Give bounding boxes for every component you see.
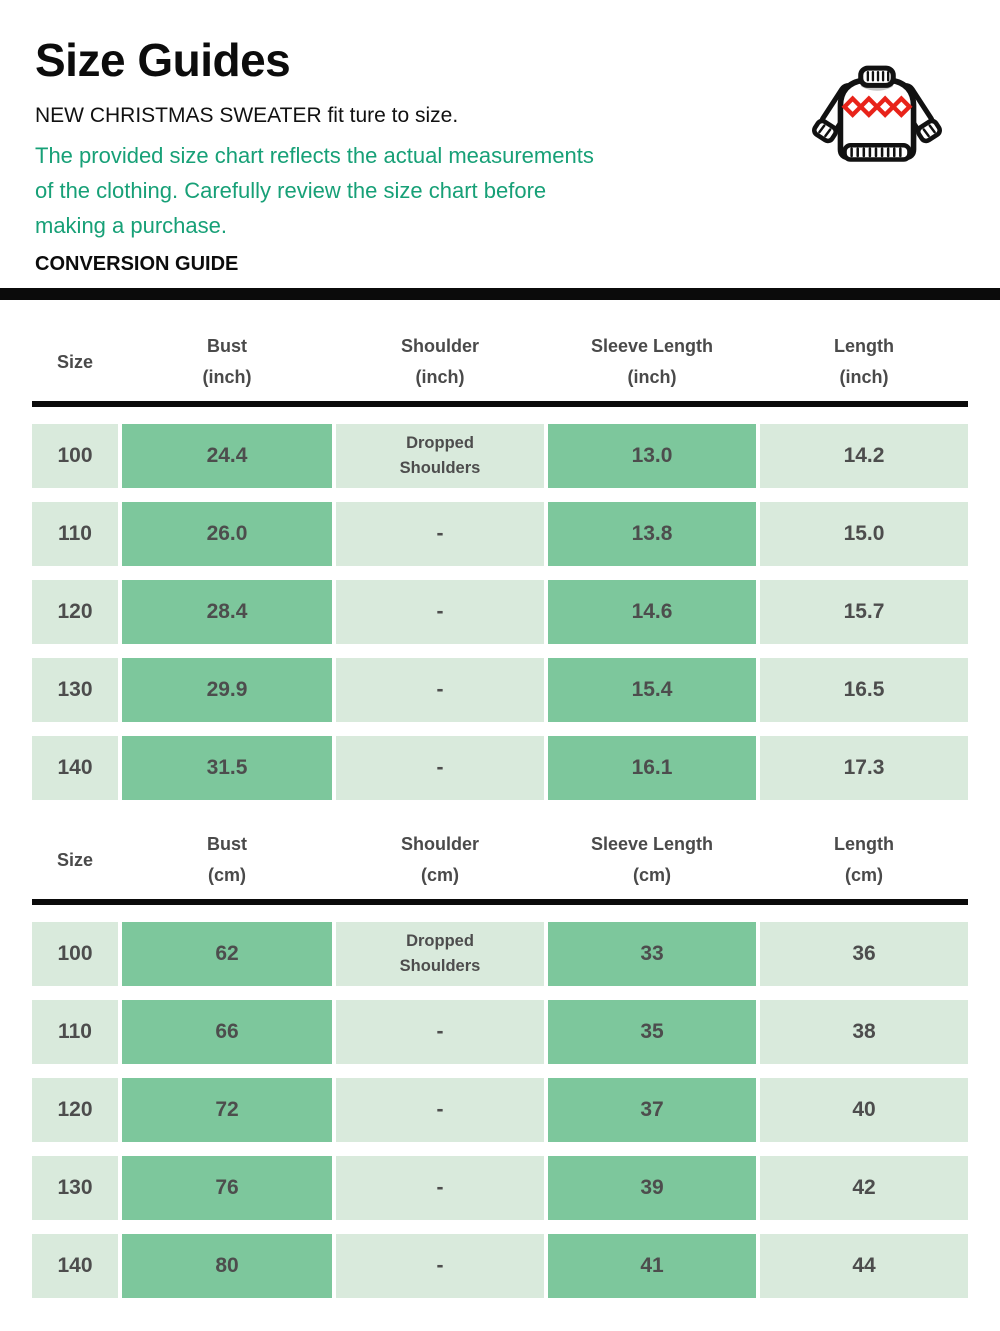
page-title: Size Guides bbox=[35, 34, 291, 86]
size-table-inch-header: Size Bust (inch) Shoulder (inch) Sleeve … bbox=[32, 326, 968, 398]
table-cell: Dropped Shoulders bbox=[336, 424, 544, 489]
size-table-inch-body: 100 24.4 Dropped Shoulders 13.0 14.2 110 26.0-… bbox=[32, 424, 968, 801]
table-cell: 16.5 bbox=[760, 658, 968, 723]
table-cell: - bbox=[336, 580, 544, 645]
table-cell: 41 bbox=[548, 1234, 756, 1299]
size-table-cm-header: Size Bust (cm) Shoulder (cm) Sleeve Leng… bbox=[32, 824, 968, 896]
table-cell: - bbox=[336, 502, 544, 567]
table-cell: 140 bbox=[32, 1234, 118, 1299]
table-cell: 40 bbox=[760, 1078, 968, 1143]
table-cell: 37 bbox=[548, 1078, 756, 1143]
table-cell: 66 bbox=[122, 1000, 332, 1065]
table-cell: 80 bbox=[122, 1234, 332, 1299]
table-cell: - bbox=[336, 1078, 544, 1143]
table-cell: 15.4 bbox=[548, 658, 756, 723]
table-cell: 38 bbox=[760, 1000, 968, 1065]
table-cell: 39 bbox=[548, 1156, 756, 1221]
column-header-length: Length (cm) bbox=[834, 834, 894, 886]
table-cell: - bbox=[336, 1234, 544, 1299]
column-header-length: Length (inch) bbox=[834, 336, 894, 388]
table-cell: 42 bbox=[760, 1156, 968, 1221]
table-cell: Dropped Shoulders bbox=[336, 922, 544, 987]
column-header-shoulder: Shoulder (cm) bbox=[400, 834, 479, 886]
table-cell: 13.0 bbox=[548, 424, 756, 489]
column-header-shoulder: Shoulder (inch) bbox=[400, 336, 479, 388]
table-cell: 130 bbox=[32, 1156, 118, 1221]
table-cell: 110 bbox=[32, 1000, 118, 1065]
table-cell: 14.6 bbox=[548, 580, 756, 645]
table-cell: 28.4 bbox=[122, 580, 332, 645]
table-cell: 120 bbox=[32, 1078, 118, 1143]
size-table-inch: Size Bust (inch) Shoulder (inch) Sleeve … bbox=[32, 326, 968, 801]
table-cell: 110 bbox=[32, 502, 118, 567]
column-header-size: Size bbox=[56, 849, 94, 870]
table-cell: 130 bbox=[32, 658, 118, 723]
table-cell: 120 bbox=[32, 580, 118, 645]
table-cell: 33 bbox=[548, 922, 756, 987]
table-cell: 44 bbox=[760, 1234, 968, 1299]
diamond-pattern bbox=[841, 95, 913, 118]
top-divider-bar bbox=[0, 288, 1000, 301]
table-cell: 15.0 bbox=[760, 502, 968, 567]
intro-section: Size Guides NEW CHRISTMAS SWEATER fit tu… bbox=[0, 0, 1000, 276]
header-rule bbox=[32, 401, 968, 408]
table-cell: 16.1 bbox=[548, 736, 756, 801]
column-header-sleeve-length: Sleeve Length (inch) bbox=[590, 336, 714, 388]
table-cell: 35 bbox=[548, 1000, 756, 1065]
table-cell: 36 bbox=[760, 922, 968, 987]
conversion-guide-label: CONVERSION GUIDE bbox=[35, 253, 239, 276]
table-cell: 76 bbox=[122, 1156, 332, 1221]
table-cell: 62 bbox=[122, 922, 332, 987]
sweater-icon bbox=[812, 65, 942, 162]
table-cell: 13.8 bbox=[548, 502, 756, 567]
size-table-cm-body: 100 62 Dropped Shoulders 33 36 110 66-35 38 120 7… bbox=[32, 922, 968, 1299]
table-cell: 14.2 bbox=[760, 424, 968, 489]
column-header-sleeve-length: Sleeve Length (cm) bbox=[590, 834, 714, 886]
table-cell: 140 bbox=[32, 736, 118, 801]
table-cell: 29.9 bbox=[122, 658, 332, 723]
table-cell: 100 bbox=[32, 922, 118, 987]
column-header-bust: Bust (inch) bbox=[202, 336, 252, 388]
table-cell: 26.0 bbox=[122, 502, 332, 567]
table-cell: - bbox=[336, 736, 544, 801]
table-cell: 17.3 bbox=[760, 736, 968, 801]
table-cell: 24.4 bbox=[122, 424, 332, 489]
table-cell: 100 bbox=[32, 424, 118, 489]
table-cell: - bbox=[336, 1156, 544, 1221]
table-cell: 15.7 bbox=[760, 580, 968, 645]
table-cell: - bbox=[336, 658, 544, 723]
table-cell: 72 bbox=[122, 1078, 332, 1143]
table-cell: 31.5 bbox=[122, 736, 332, 801]
size-chart-note: The provided size chart reflects the act… bbox=[35, 143, 594, 239]
table-cell: - bbox=[336, 1000, 544, 1065]
product-fit-text: NEW CHRISTMAS SWEATER fit ture to size. bbox=[35, 104, 459, 128]
column-header-bust: Bust (cm) bbox=[207, 834, 247, 886]
size-table-cm: Size Bust (cm) Shoulder (cm) Sleeve Leng… bbox=[32, 824, 968, 1299]
column-header-size: Size bbox=[56, 351, 94, 372]
header-rule bbox=[32, 899, 968, 906]
